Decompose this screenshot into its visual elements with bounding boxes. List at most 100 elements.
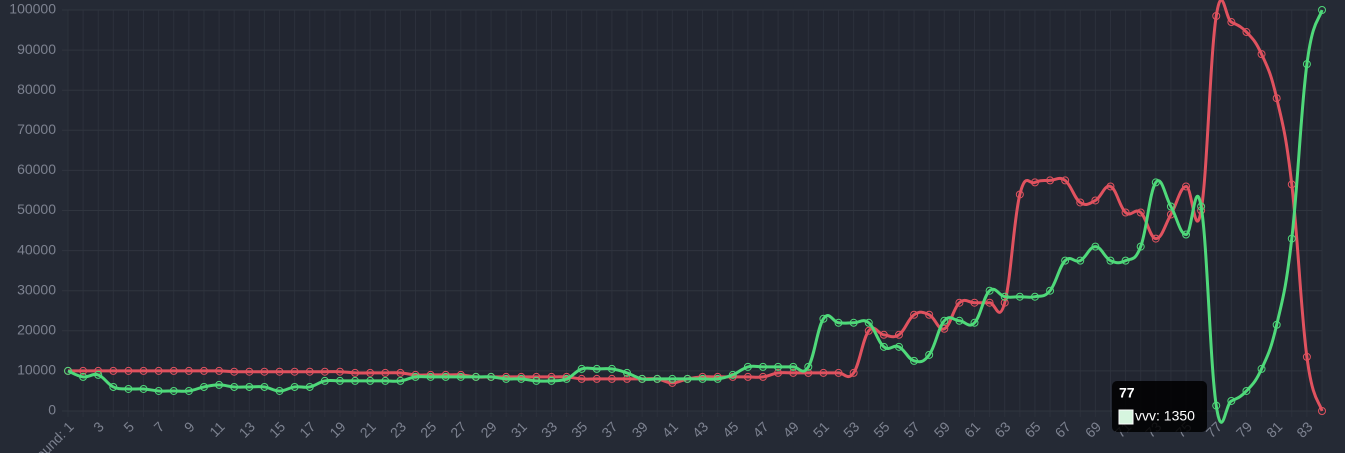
- data-point: [199, 366, 208, 375]
- data-point: [245, 367, 254, 376]
- data-point: [260, 382, 269, 391]
- data-point: [396, 368, 405, 377]
- data-point: [230, 382, 239, 391]
- data-point: [955, 298, 964, 307]
- data-point: [1197, 202, 1206, 211]
- data-point: [79, 372, 88, 381]
- data-point: [230, 367, 239, 376]
- data-point: [1000, 292, 1009, 301]
- data-point: [894, 342, 903, 351]
- data-point: [1106, 182, 1115, 191]
- data-point: [139, 384, 148, 393]
- data-point: [1030, 178, 1039, 187]
- data-point: [1182, 182, 1191, 191]
- y-tick-label: 30000: [17, 281, 56, 297]
- data-point: [471, 372, 480, 381]
- data-point: [925, 310, 934, 319]
- data-point: [169, 386, 178, 395]
- data-point: [1061, 176, 1070, 185]
- data-point: [335, 367, 344, 376]
- data-point: [985, 286, 994, 295]
- data-point: [1272, 320, 1281, 329]
- data-point: [1136, 208, 1145, 217]
- data-point: [1076, 256, 1085, 265]
- y-tick-label: 50000: [17, 201, 56, 217]
- data-point: [743, 372, 752, 381]
- y-tick-label: 40000: [17, 241, 56, 257]
- tooltip-box: [1112, 381, 1207, 432]
- data-point: [1046, 286, 1055, 295]
- data-point: [834, 318, 843, 327]
- data-point: [245, 382, 254, 391]
- data-point: [774, 362, 783, 371]
- data-point: [1212, 401, 1221, 410]
- y-tick-label: 20000: [17, 322, 56, 338]
- y-tick-label: 80000: [17, 81, 56, 97]
- y-tick-label: 90000: [17, 41, 56, 57]
- tooltip-text: vvv: 1350: [1135, 408, 1195, 424]
- data-point: [366, 376, 375, 385]
- y-tick-label: 70000: [17, 121, 56, 137]
- data-point: [789, 368, 798, 377]
- data-point: [955, 316, 964, 325]
- data-point: [970, 298, 979, 307]
- data-point: [1046, 176, 1055, 185]
- data-point: [834, 368, 843, 377]
- data-point: [366, 368, 375, 377]
- data-point: [638, 374, 647, 383]
- data-point: [607, 374, 616, 383]
- data-point: [1030, 292, 1039, 301]
- data-point: [713, 374, 722, 383]
- data-point: [275, 367, 284, 376]
- data-point: [592, 374, 601, 383]
- data-point: [1242, 386, 1251, 395]
- data-point: [305, 367, 314, 376]
- data-point: [124, 366, 133, 375]
- data-point: [1257, 364, 1266, 373]
- data-point: [154, 366, 163, 375]
- data-point: [864, 326, 873, 335]
- tooltip-swatch: [1118, 409, 1134, 425]
- data-point: [1242, 28, 1251, 37]
- data-point: [1318, 407, 1326, 415]
- data-point: [1227, 18, 1236, 27]
- data-point: [139, 366, 148, 375]
- data-point: [1166, 202, 1175, 211]
- data-point: [758, 372, 767, 381]
- data-point: [758, 362, 767, 371]
- series-line: [68, 0, 1324, 412]
- data-point: [623, 368, 632, 377]
- data-point: [1182, 230, 1191, 239]
- data-point: [184, 366, 193, 375]
- data-point: [79, 366, 88, 375]
- data-point: [592, 364, 601, 373]
- data-point: [698, 374, 707, 383]
- data-point: [109, 382, 118, 391]
- data-point: [1091, 196, 1100, 205]
- data-point: [849, 368, 858, 377]
- data-point: [1287, 234, 1296, 243]
- data-point: [290, 382, 299, 391]
- data-point: [910, 310, 919, 319]
- data-point: [819, 314, 828, 323]
- data-point: [275, 386, 284, 395]
- data-point: [774, 368, 783, 377]
- data-point: [728, 370, 737, 379]
- data-point: [320, 367, 329, 376]
- data-point: [351, 376, 360, 385]
- tooltip-title: 77: [1119, 385, 1135, 401]
- data-point: [1061, 256, 1070, 265]
- data-point: [305, 382, 314, 391]
- data-point: [260, 367, 269, 376]
- data-point: [547, 376, 556, 385]
- data-point: [864, 318, 873, 327]
- data-point: [1257, 50, 1266, 59]
- data-point: [970, 318, 979, 327]
- data-point: [879, 330, 888, 339]
- data-point: [411, 372, 420, 381]
- data-point: [184, 386, 193, 395]
- data-point: [743, 362, 752, 371]
- data-point: [487, 372, 496, 381]
